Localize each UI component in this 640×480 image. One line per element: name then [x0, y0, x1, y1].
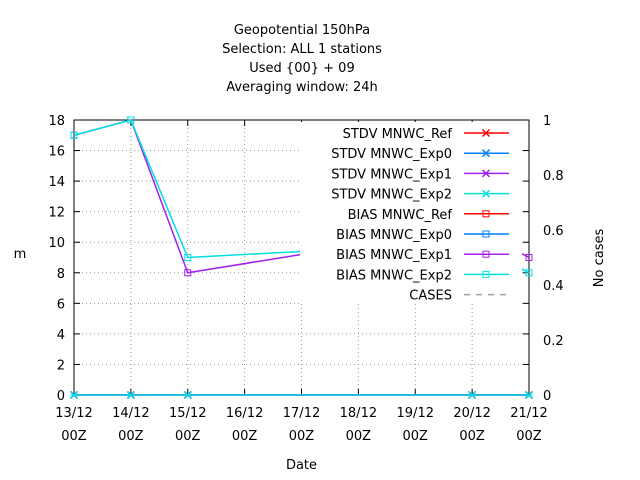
x-tick-label-hour: 00Z: [403, 429, 429, 444]
chart-title-line: Geopotential 150hPa: [234, 23, 370, 38]
y2-tick-label: 0: [543, 389, 551, 404]
data-point-square: [482, 270, 490, 278]
data-point-x: [481, 189, 491, 198]
data-point-square: [482, 210, 490, 218]
x-tick-label-date: 13/12: [55, 406, 92, 421]
data-point-x: [481, 149, 491, 158]
data-point-x: [481, 169, 491, 178]
y2-tick-label: 0.4: [543, 279, 564, 294]
x-tick-label-date: 14/12: [112, 406, 149, 421]
chart-title-line: Averaging window: 24h: [226, 80, 378, 95]
data-point-square: [184, 254, 192, 261]
data-point-square: [482, 250, 490, 258]
x-tick-label-date: 20/12: [453, 406, 490, 421]
y2-tick-label: 1: [543, 114, 551, 129]
data-point-square: [482, 230, 490, 238]
series: [69, 116, 534, 400]
x-tick-label-date: 18/12: [340, 406, 377, 421]
legend: STDV MNWC_Ref STDV MNWC_Exp0 STDV MNWC_Exp…: [300, 122, 522, 304]
legend-label: STDV MNWC_Exp1: [331, 167, 452, 182]
series-group-item: [69, 390, 534, 400]
x-tick-label-hour: 00Z: [459, 429, 485, 444]
x-tick-label-hour: 00Z: [118, 429, 144, 444]
data-point-square: [525, 269, 533, 277]
legend-label: CASES: [409, 289, 452, 304]
x-tick-label-hour: 00Z: [516, 429, 542, 444]
y2-axis-label: No cases: [592, 229, 607, 288]
legend-label: STDV MNWC_Exp0: [331, 147, 452, 162]
y-tick-label: 4: [57, 328, 65, 343]
x-tick-label-hour: 00Z: [175, 429, 201, 444]
x-tick-label-date: 19/12: [397, 406, 434, 421]
x-tick-label-date: 17/12: [283, 406, 320, 421]
legend-label: STDV MNWC_Exp2: [331, 188, 452, 203]
legend-label: BIAS MNWC_Ref: [348, 208, 453, 223]
y-tick-label: 10: [48, 236, 65, 251]
legend-label: BIAS MNWC_Exp1: [336, 248, 452, 263]
data-point-square: [525, 254, 533, 261]
x-tick-label-hour: 00Z: [289, 429, 315, 444]
y-axis-ticks: 0 2 4 6 8 10 12 14 16 18: [48, 114, 529, 404]
chart-title: Geopotential 150hPa Selection: ALL 1 stat…: [222, 23, 382, 95]
data-point-x: [468, 390, 477, 400]
y2-tick-label: 0.2: [543, 334, 564, 349]
y-tick-label: 6: [57, 297, 65, 312]
x-tick-label-hour: 00Z: [232, 429, 258, 444]
data-point-x: [524, 390, 534, 400]
x-tick-label-hour: 00Z: [61, 429, 87, 444]
legend-label: BIAS MNWC_Exp0: [336, 228, 452, 243]
data-point-x: [69, 390, 79, 400]
y-tick-label: 8: [57, 267, 65, 282]
data-point-square: [127, 116, 135, 124]
x-axis-ticks: 13/12 00Z 14/12 00Z 15/12 00Z 16/12 00Z 17/12 00Z…: [55, 120, 548, 444]
y-tick-label: 0: [57, 389, 65, 404]
chart-title-line: Used {00} + 09: [249, 61, 354, 76]
x-tick-label-date: 16/12: [226, 406, 263, 421]
x-tick-label-date: 15/12: [169, 406, 206, 421]
y2-tick-label: 0.8: [543, 169, 564, 184]
x-tick-label-date: 21/12: [510, 406, 547, 421]
y-tick-label: 2: [57, 358, 65, 373]
x-axis-label: Date: [286, 458, 317, 473]
data-point-square: [184, 269, 192, 277]
legend-label: STDV MNWC_Ref: [343, 127, 453, 142]
y-tick-label: 12: [48, 206, 65, 221]
y2-axis-ticks: 0 0.2 0.4 0.6 0.8 1: [543, 114, 564, 404]
chart-title-line: Selection: ALL 1 stations: [222, 42, 382, 57]
data-point-x: [183, 390, 192, 400]
legend-label: BIAS MNWC_Exp2: [336, 268, 452, 283]
y-tick-label: 14: [48, 175, 65, 190]
data-point-square: [70, 131, 78, 139]
y-tick-label: 16: [48, 145, 65, 160]
y-axis-label: m: [14, 247, 27, 262]
y2-tick-label: 0.6: [543, 224, 564, 239]
x-tick-label-hour: 00Z: [346, 429, 372, 444]
data-point-x: [481, 128, 491, 138]
data-point-x: [126, 390, 135, 400]
y-tick-label: 18: [48, 114, 65, 129]
